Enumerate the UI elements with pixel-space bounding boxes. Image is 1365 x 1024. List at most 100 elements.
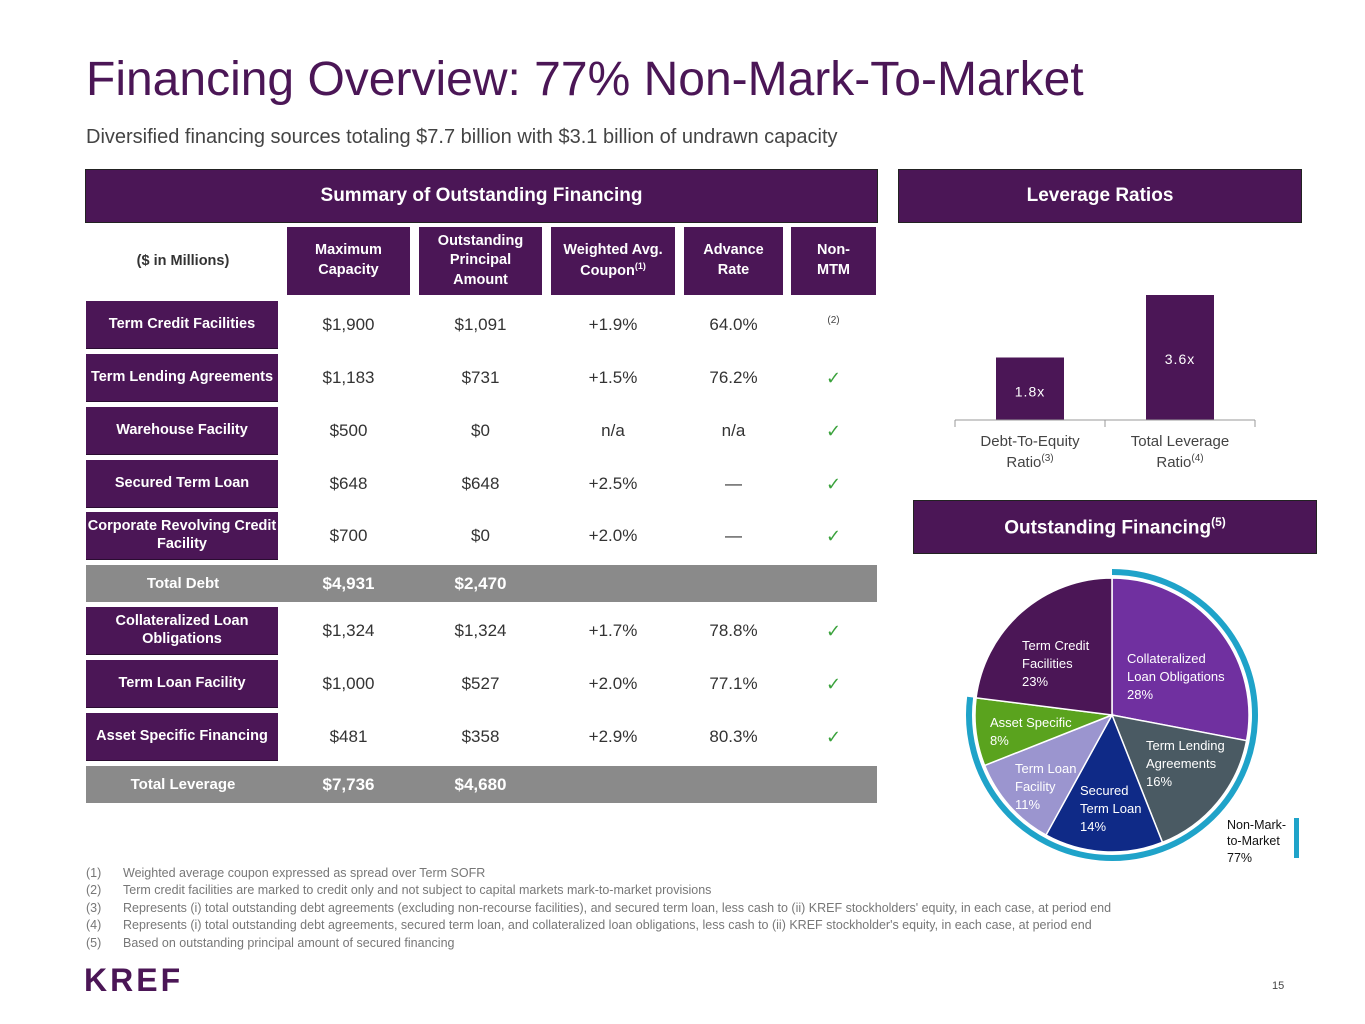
pie-label-line: Term Lending [1146, 738, 1225, 753]
bar-label-debt-to-equity: Debt-To-Equity Ratio(3) [955, 432, 1105, 474]
cell-nonmtm-value: (2) [827, 315, 840, 326]
cell-advance-value: 64.0% [709, 315, 758, 334]
total-row-bar [86, 766, 877, 803]
pie-label-line: 14% [1080, 819, 1106, 834]
cell-outstanding: $731 [419, 354, 542, 402]
footnote-text: Represents (i) total outstanding debt ag… [123, 918, 1092, 933]
cell-nonmtm: ✓ [791, 512, 876, 560]
col-header-non-mtm: Non-MTM [791, 227, 876, 295]
outstanding-banner-text: Outstanding Financing [1004, 517, 1212, 539]
cell-nonmtm: ✓ [791, 713, 876, 761]
cell-max: $481 [287, 713, 410, 761]
cell-advance-value: — [725, 474, 742, 493]
footnote-3: (3) Represents (i) total outstanding debt… [86, 899, 1111, 917]
pie-slice-collateralized-loan-obligations [1111, 577, 1250, 742]
col-header-coupon-wrap: Weighted Avg. Coupon(1) [558, 241, 668, 282]
cell-max: $1,900 [287, 301, 410, 349]
outstanding-pie-chart: Collateralized Loan Obligations 28% Term Le… [966, 569, 1258, 861]
checkmark-icon: ✓ [825, 367, 842, 388]
cell-outstanding: $648 [419, 460, 542, 508]
bar-axis [954, 419, 1256, 427]
leverage-banner: Leverage Ratios [898, 169, 1302, 223]
outstanding-banner-wrap: Outstanding Financing(5) [1004, 515, 1226, 539]
cell-outstanding-value: $731 [461, 368, 500, 387]
col-header-max-text: Maximum Capacity [315, 242, 382, 278]
cell-coupon: +1.9% [551, 301, 675, 349]
non-mtm-arc [966, 569, 1258, 861]
non-mtm-line3: 77% [1227, 850, 1253, 865]
cell-max: $1,183 [287, 354, 410, 402]
cell-outstanding: $1,091 [419, 301, 542, 349]
pie-label-line: 16% [1146, 774, 1172, 789]
cell-advance: 80.3% [684, 713, 783, 761]
cell-coupon-value: +2.9% [588, 727, 638, 746]
cell-nonmtm: ✓ [791, 460, 876, 508]
bar-value-label-2: 3.6x [1165, 351, 1195, 367]
pie-label-collateralized-loan-obligations: Collateralized Loan Obligations 28% [1127, 651, 1225, 702]
cell-advance: 64.0% [684, 301, 783, 349]
cell-coupon-value: +2.5% [588, 474, 638, 493]
pie-slice-term-credit-facilities [975, 577, 1113, 716]
cell-coupon: +2.0% [551, 512, 675, 560]
cell-max-value: $481 [329, 727, 368, 746]
pie-label-line: Facilities [1022, 656, 1073, 671]
cell-coupon-value: +1.5% [588, 368, 638, 387]
total-max: $4,931 [322, 573, 375, 593]
cell-outstanding: $358 [419, 713, 542, 761]
total-row-label: Total Leverage [130, 776, 236, 793]
cell-max: $700 [287, 512, 410, 560]
cell-outstanding-value: $527 [461, 674, 500, 693]
page-title: Financing Overview: 77% Non-Mark-To-Mark… [86, 53, 1084, 106]
col-header-outstanding-text: Outstanding Principal Amount [437, 232, 524, 288]
cell-max-value: $1,324 [322, 621, 375, 640]
cell-outstanding: $1,324 [419, 607, 542, 655]
bar-label-1-line2: Ratio [1006, 454, 1042, 472]
pie-label-line: Asset Specific [990, 715, 1072, 730]
cell-outstanding: $0 [419, 512, 542, 560]
bar-value-label-1: 1.8x [1015, 384, 1045, 400]
cell-outstanding-value: $1,324 [454, 621, 507, 640]
cell-coupon: +1.7% [551, 607, 675, 655]
outstanding-banner: Outstanding Financing(5) [913, 500, 1317, 554]
footnote-text: Represents (i) total outstanding debt ag… [123, 900, 1112, 915]
cell-max-value: $1,900 [322, 315, 375, 334]
cell-advance: — [684, 460, 783, 508]
col-header-max-capacity: Maximum Capacity [287, 227, 410, 295]
non-mtm-line1: Non-Mark- [1227, 818, 1287, 832]
cell-coupon-value: +2.0% [588, 674, 638, 693]
cell-advance-value: 78.8% [709, 621, 758, 640]
cell-coupon: +2.9% [551, 713, 675, 761]
cell-max: $500 [287, 407, 410, 455]
pie-label-line: Secured [1080, 783, 1128, 798]
cell-nonmtm: ✓ [791, 607, 876, 655]
checkmark-icon: ✓ [825, 525, 842, 546]
leverage-banner-text: Leverage Ratios [1026, 185, 1174, 206]
checkmark-icon: ✓ [825, 726, 842, 747]
col-header-advance-text: Advance Rate [703, 242, 764, 278]
bar-label-1-line2-wrap: Ratio(3) [955, 452, 1105, 473]
pie-label-asset-specific: Asset Specific 8% [990, 715, 1072, 748]
pie-label-line: Agreements [1146, 756, 1217, 771]
cell-outstanding-value: $648 [461, 474, 500, 493]
cell-max-value: $1,000 [322, 674, 375, 693]
pie-label-line: Term Credit [1022, 638, 1090, 653]
cell-outstanding-value: $0 [471, 526, 490, 545]
leverage-bar-chart: 1.8x 3.6x [954, 295, 1256, 427]
page-number: 15 [1272, 980, 1285, 992]
cell-max-value: $648 [329, 474, 368, 493]
pie-label-line: Term Loan [1015, 761, 1076, 776]
cell-outstanding: $0 [419, 407, 542, 455]
cell-coupon: +2.0% [551, 660, 675, 708]
row-label: Secured Term Loan [86, 460, 278, 508]
cell-coupon-value: n/a [601, 421, 625, 440]
col-header-coupon-text: Weighted Avg. Coupon [563, 241, 663, 279]
page-subtitle: Diversified financing sources totaling $… [86, 126, 838, 148]
cell-advance-value: 76.2% [709, 368, 758, 387]
row-label: Corporate Revolving Credit Facility [86, 512, 278, 560]
kref-logo: KREF [84, 962, 184, 998]
summary-banner: Summary of Outstanding Financing [85, 169, 878, 223]
cell-coupon-value: +1.9% [588, 315, 638, 334]
bar-1 [996, 357, 1064, 420]
cell-outstanding-value: $0 [471, 421, 490, 440]
cell-max: $1,324 [287, 607, 410, 655]
